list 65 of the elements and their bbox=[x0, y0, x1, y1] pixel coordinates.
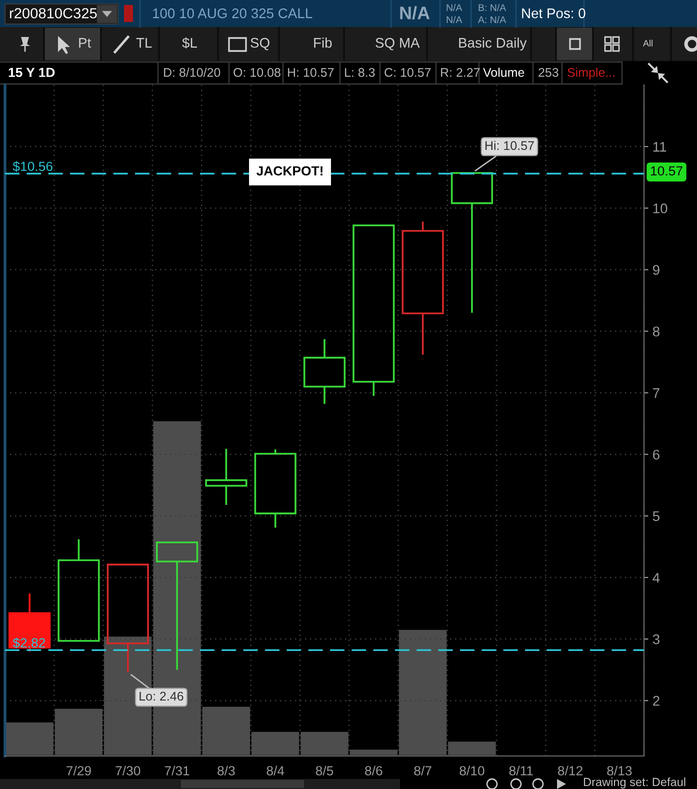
candlestick bbox=[205, 448, 248, 506]
text: $L bbox=[182, 37, 197, 49]
text: R: 2.27 bbox=[441, 68, 480, 77]
x-tick-label: 8/7 bbox=[414, 766, 432, 776]
text: Fib bbox=[314, 38, 332, 48]
x-tick-label: 7/29 bbox=[66, 766, 91, 776]
text: 10.57 bbox=[651, 166, 682, 176]
text: 253 bbox=[538, 68, 558, 77]
text: 100 10 AUG 20 325 CALL bbox=[153, 8, 312, 18]
x-tick-label: 8/13 bbox=[607, 766, 632, 776]
x-tick-label: 8/10 bbox=[460, 766, 484, 776]
text: L: 8.3 bbox=[345, 68, 375, 77]
text: N/A bbox=[446, 16, 462, 24]
y-tick-label: 11 bbox=[653, 142, 666, 152]
text: Volume bbox=[483, 68, 524, 77]
text: SQ MA bbox=[376, 38, 420, 50]
candlestick bbox=[156, 541, 198, 671]
text: H: 10.57 bbox=[288, 68, 334, 77]
text: SQ bbox=[250, 38, 270, 50]
y-tick-label: 8 bbox=[652, 326, 660, 336]
y-tick-label: 5 bbox=[652, 511, 660, 522]
text: Drawing set: Defaul bbox=[584, 777, 686, 789]
text: Simple... bbox=[568, 68, 614, 80]
text: D: 8/10/20 bbox=[164, 68, 220, 77]
text: N/A bbox=[400, 6, 430, 20]
x-tick-label: 8/12 bbox=[558, 766, 582, 776]
text: A: N/A bbox=[478, 16, 506, 24]
x-tick-label: 8/5 bbox=[316, 766, 334, 776]
y-tick-label: 10 bbox=[653, 203, 668, 214]
text: r200810C325 bbox=[10, 8, 97, 18]
candlestick bbox=[254, 448, 296, 529]
y-tick-label: 9 bbox=[652, 265, 660, 275]
ref-line-label: $2.82 bbox=[12, 638, 46, 648]
candlestick bbox=[352, 224, 395, 397]
y-tick-label: 3 bbox=[652, 634, 660, 644]
candlestick bbox=[106, 564, 149, 674]
x-tick-label: 7/31 bbox=[164, 766, 190, 776]
text: All bbox=[643, 40, 652, 46]
text: Net Pos: 0 bbox=[522, 8, 586, 18]
text: Basic Daily bbox=[459, 38, 527, 50]
x-tick-label: 7/30 bbox=[116, 766, 140, 776]
x-tick-label: 8/4 bbox=[266, 766, 284, 776]
candlestick bbox=[58, 538, 100, 642]
y-tick-label: 4 bbox=[652, 572, 660, 583]
x-tick-label: 8/3 bbox=[218, 766, 235, 776]
candlestick bbox=[303, 338, 346, 405]
annotation: Lo: 2.46 bbox=[140, 692, 184, 701]
text: Pt bbox=[79, 38, 92, 48]
x-tick-label: 8/11 bbox=[509, 766, 533, 776]
chart-title: 15 Y 1D bbox=[8, 68, 55, 78]
candlestick bbox=[8, 592, 51, 652]
text: O: 10.08 bbox=[234, 68, 280, 77]
text: C: 10.57 bbox=[384, 68, 431, 77]
annotation: JACKPOT! bbox=[256, 166, 322, 176]
candlestick bbox=[450, 172, 494, 314]
y-tick-label: 7 bbox=[653, 388, 660, 398]
x-tick-label: 8/6 bbox=[365, 766, 382, 776]
y-tick-label: 6 bbox=[653, 450, 660, 460]
ref-line-label: $10.56 bbox=[12, 161, 52, 172]
text: B: N/A bbox=[478, 4, 506, 12]
y-tick-label: 2 bbox=[653, 696, 660, 706]
candlestick bbox=[402, 220, 444, 356]
text: N/A bbox=[446, 4, 462, 12]
text: TL bbox=[136, 38, 152, 48]
annotation: Hi: 10.57 bbox=[485, 140, 534, 150]
